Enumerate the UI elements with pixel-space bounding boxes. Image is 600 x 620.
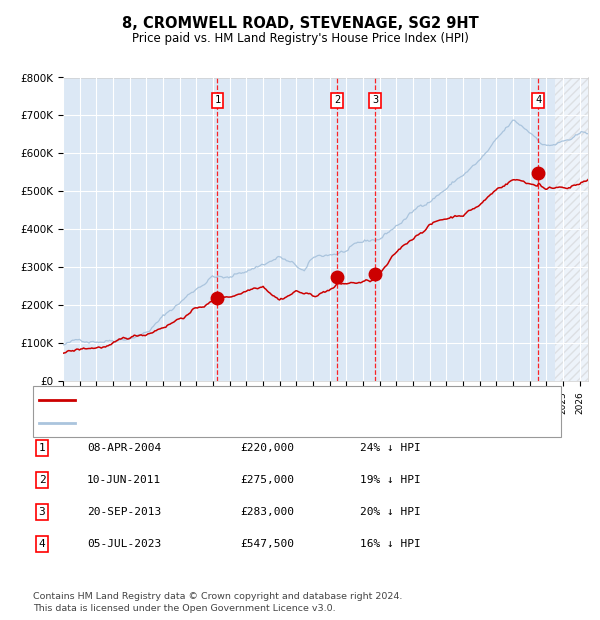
Text: £220,000: £220,000	[240, 443, 294, 453]
Text: Price paid vs. HM Land Registry's House Price Index (HPI): Price paid vs. HM Land Registry's House …	[131, 32, 469, 45]
Text: 05-JUL-2023: 05-JUL-2023	[87, 539, 161, 549]
Text: 24% ↓ HPI: 24% ↓ HPI	[360, 443, 421, 453]
Text: This data is licensed under the Open Government Licence v3.0.: This data is licensed under the Open Gov…	[33, 604, 335, 613]
Text: 20-SEP-2013: 20-SEP-2013	[87, 507, 161, 517]
Text: 8, CROMWELL ROAD, STEVENAGE, SG2 9HT: 8, CROMWELL ROAD, STEVENAGE, SG2 9HT	[122, 16, 478, 30]
Text: £283,000: £283,000	[240, 507, 294, 517]
Text: 2: 2	[334, 95, 340, 105]
Text: 4: 4	[535, 95, 541, 105]
Text: 08-APR-2004: 08-APR-2004	[87, 443, 161, 453]
Text: 8, CROMWELL ROAD, STEVENAGE, SG2 9HT (detached house): 8, CROMWELL ROAD, STEVENAGE, SG2 9HT (de…	[81, 396, 412, 405]
Text: 1: 1	[214, 95, 221, 105]
Text: 20% ↓ HPI: 20% ↓ HPI	[360, 507, 421, 517]
Text: £547,500: £547,500	[240, 539, 294, 549]
Text: HPI: Average price, detached house, Stevenage: HPI: Average price, detached house, Stev…	[81, 418, 362, 428]
Text: 2: 2	[38, 475, 46, 485]
Text: 4: 4	[38, 539, 46, 549]
Text: 1: 1	[38, 443, 46, 453]
Bar	[554, 78, 588, 381]
Text: Contains HM Land Registry data © Crown copyright and database right 2024.: Contains HM Land Registry data © Crown c…	[33, 592, 403, 601]
Text: 3: 3	[38, 507, 46, 517]
Text: 16% ↓ HPI: 16% ↓ HPI	[360, 539, 421, 549]
Text: 10-JUN-2011: 10-JUN-2011	[87, 475, 161, 485]
Text: 3: 3	[372, 95, 378, 105]
Text: £275,000: £275,000	[240, 475, 294, 485]
Text: 19% ↓ HPI: 19% ↓ HPI	[360, 475, 421, 485]
